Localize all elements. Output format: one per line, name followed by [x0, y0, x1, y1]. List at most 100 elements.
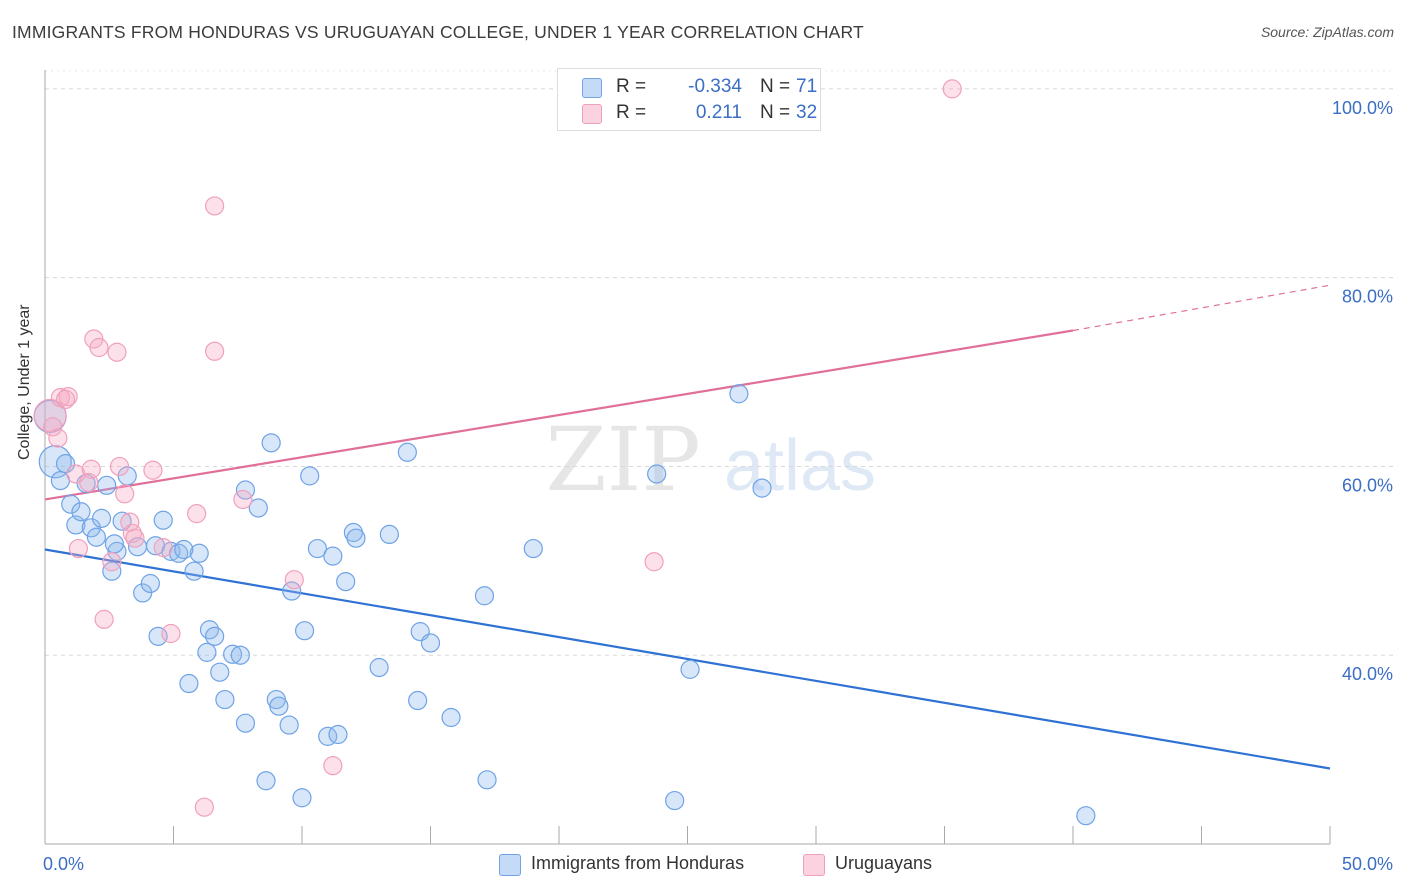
- point-uruguayans: [58, 386, 78, 407]
- point-honduras: [647, 464, 667, 484]
- point-honduras: [179, 673, 199, 694]
- point-honduras: [235, 713, 256, 733]
- point-honduras: [477, 770, 497, 790]
- point-honduras: [104, 534, 124, 554]
- point-uruguayans: [89, 337, 109, 358]
- point-honduras: [91, 508, 112, 528]
- point-uruguayans: [194, 797, 214, 817]
- point-uruguayans: [233, 489, 253, 510]
- point-honduras: [61, 494, 81, 514]
- point-honduras: [441, 707, 461, 728]
- trend-line-uruguayans: [44, 329, 1074, 501]
- point-honduras: [420, 633, 441, 653]
- point-uruguayans: [68, 538, 89, 559]
- legend-label-honduras: Immigrants from Honduras: [531, 853, 745, 873]
- watermark: ZIP atlas: [545, 408, 876, 511]
- point-honduras: [323, 546, 343, 566]
- point-honduras: [282, 581, 302, 601]
- point-uruguayans: [205, 341, 225, 361]
- point-honduras: [328, 724, 348, 745]
- y-tick-label: 40.0%: [1342, 664, 1393, 684]
- point-honduras: [184, 561, 204, 581]
- point-honduras: [153, 510, 173, 530]
- point-honduras: [474, 586, 495, 606]
- axes: [44, 70, 1331, 845]
- point-uruguayans: [323, 756, 343, 776]
- point-honduras: [97, 475, 117, 495]
- point-uruguayans: [143, 460, 163, 480]
- point-uruguayans: [107, 342, 127, 362]
- point-honduras: [112, 511, 132, 531]
- data-points: [33, 79, 1096, 826]
- point-uruguayans: [81, 459, 101, 479]
- point-honduras: [145, 536, 166, 556]
- point-honduras: [369, 657, 389, 678]
- point-uruguayans: [109, 456, 130, 477]
- point-honduras: [408, 690, 428, 711]
- point-honduras: [294, 621, 315, 641]
- trend-line-extension: [1072, 284, 1331, 332]
- point-honduras: [307, 538, 328, 559]
- point-uruguayans: [153, 538, 173, 558]
- point-honduras: [223, 644, 243, 664]
- trend-lines: [44, 284, 1331, 770]
- y-tick-label: 80.0%: [1342, 287, 1393, 307]
- point-honduras: [665, 790, 685, 811]
- point-honduras: [199, 620, 220, 640]
- r-value: -0.334: [688, 76, 742, 97]
- x-tick-label: 50.0%: [1342, 854, 1393, 874]
- point-honduras: [197, 642, 217, 662]
- point-honduras: [729, 384, 749, 404]
- chart-title: IMMIGRANTS FROM HONDURAS VS URUGUAYAN CO…: [12, 22, 864, 42]
- point-uruguayans: [102, 552, 122, 572]
- point-honduras: [55, 454, 76, 474]
- point-honduras: [215, 689, 235, 710]
- watermark-zip: ZIP: [545, 408, 700, 511]
- point-honduras: [38, 445, 72, 479]
- point-honduras: [107, 541, 127, 561]
- r-value: 0.211: [695, 102, 742, 123]
- point-honduras: [261, 433, 281, 453]
- n-value: 71: [796, 76, 818, 97]
- point-uruguayans: [55, 389, 76, 410]
- source-label: Source: ZipAtlas.com: [1260, 24, 1394, 40]
- uruguayans-swatch: [582, 104, 602, 124]
- y-tick-label: 100.0%: [1332, 98, 1393, 118]
- point-uruguayans: [125, 528, 145, 548]
- point-honduras: [230, 645, 250, 665]
- n-label: N =: [760, 102, 791, 123]
- point-honduras: [523, 538, 543, 559]
- honduras-swatch: [582, 78, 602, 98]
- point-honduras: [1076, 806, 1096, 826]
- legend-swatch-honduras: [499, 854, 521, 876]
- stats-box: R = -0.334 N = 71 R = 0.211 N = 32: [557, 68, 821, 131]
- point-uruguayans: [205, 196, 225, 216]
- point-uruguayans: [161, 623, 181, 644]
- point-honduras: [210, 662, 230, 682]
- gridlines: [45, 70, 1395, 656]
- point-honduras: [248, 498, 268, 518]
- point-honduras: [279, 715, 299, 735]
- point-uruguayans: [115, 484, 135, 504]
- point-uruguayans: [48, 428, 68, 448]
- point-uruguayans: [94, 609, 114, 629]
- point-honduras: [346, 528, 366, 548]
- point-honduras: [752, 478, 772, 498]
- point-honduras: [189, 543, 209, 563]
- point-honduras: [256, 771, 276, 791]
- point-honduras: [680, 659, 700, 679]
- point-honduras: [174, 539, 194, 560]
- legend-swatch-uruguayans: [803, 854, 825, 876]
- legend-label-uruguayans: Uruguayans: [835, 853, 933, 873]
- y-axis-label: College, Under 1 year: [16, 304, 33, 460]
- point-uruguayans: [33, 398, 67, 433]
- x-tick-label: 0.0%: [43, 854, 84, 874]
- n-label: N =: [760, 76, 791, 97]
- point-uruguayans: [644, 552, 664, 572]
- point-honduras: [379, 524, 399, 545]
- point-honduras: [205, 626, 225, 646]
- point-uruguayans: [43, 417, 63, 437]
- tick-labels: 40.0% 60.0% 80.0% 100.0% 0.0% 50.0%: [43, 98, 1393, 874]
- point-honduras: [300, 466, 320, 486]
